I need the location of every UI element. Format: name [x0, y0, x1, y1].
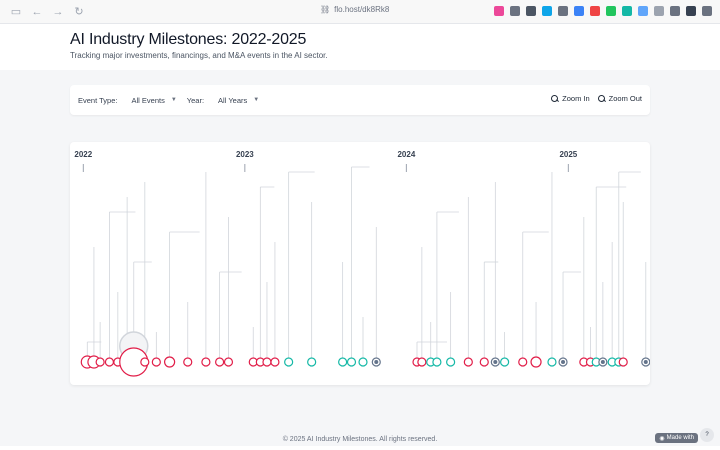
footer-copyright: © 2025 AI Industry Milestones. All right…: [282, 436, 438, 443]
zoom-out-button[interactable]: Zoom Out: [597, 94, 642, 103]
event-marker: [223, 357, 234, 367]
event-marker: [201, 357, 211, 367]
event-marker: [284, 357, 294, 367]
event-marker: [104, 357, 115, 367]
globe-icon[interactable]: [542, 6, 552, 16]
printer-icon[interactable]: [686, 6, 696, 16]
zoom-out-icon: [597, 94, 606, 103]
translate-icon[interactable]: [638, 6, 648, 16]
zoom-in-label: Zoom In: [562, 94, 590, 103]
address-bar[interactable]: ⛓ flo.host/dk8Rk8: [320, 5, 389, 14]
browser-toolbar: ▭ ← → ↻ ⛓ flo.host/dk8Rk8: [0, 0, 720, 24]
event-marker: [338, 357, 348, 367]
event-marker: [479, 357, 489, 367]
chevron-down-icon: ▼: [253, 97, 260, 103]
badge-icon: ◉: [659, 435, 665, 442]
badge-label: Made with: [666, 435, 694, 441]
year-label: Year:: [186, 95, 205, 105]
bookmark-icon[interactable]: [590, 6, 600, 16]
copy-icon[interactable]: [654, 6, 664, 16]
event-marker: [151, 357, 161, 367]
event-marker: [530, 356, 542, 368]
page-subtitle: Tracking major investments, financings, …: [70, 51, 328, 60]
page-header: AI Industry Milestones: 2022-2025 Tracki…: [0, 24, 720, 70]
zoom-in-button[interactable]: Zoom In: [551, 94, 590, 103]
moon-icon[interactable]: [526, 6, 536, 16]
event-marker-core: [493, 360, 498, 364]
year-tick-label: 2024: [397, 150, 415, 159]
event-marker: [500, 357, 510, 367]
event-marker: [346, 357, 357, 367]
event-type-value: All Events: [131, 95, 165, 105]
timeline-chart[interactable]: 2022 2023 2024 2025: [70, 142, 650, 385]
browser-nav: ▭ ← → ↻: [6, 4, 87, 20]
event-marker: [358, 357, 368, 367]
event-marker: [183, 357, 193, 367]
event-marker-core: [643, 360, 648, 364]
made-with-badge[interactable]: ◉ Made with: [655, 433, 698, 443]
year-select[interactable]: All Years ▼: [214, 94, 263, 107]
chevron-down-icon: ▼: [170, 97, 177, 103]
event-marker-core: [561, 360, 566, 364]
event-marker: [618, 357, 628, 367]
event-type-label: Event Type:: [78, 95, 118, 105]
sidebar-toggle-icon[interactable]: ▭: [10, 6, 22, 18]
event-marker: [518, 357, 528, 367]
zoom-out-label: Zoom Out: [608, 94, 642, 103]
back-icon[interactable]: ←: [31, 5, 43, 18]
event-marker: [307, 357, 317, 367]
main-content: Event Type: All Events ▼ Year: All Years…: [0, 70, 720, 446]
event-marker: [262, 357, 272, 367]
url-text: flo.host/dk8Rk8: [334, 5, 390, 14]
pocket-icon[interactable]: [494, 6, 504, 16]
extension-bar: [494, 6, 712, 16]
tag-icon[interactable]: [510, 6, 520, 16]
zoom-controls: Zoom In Zoom Out: [551, 94, 642, 103]
gear-icon[interactable]: [558, 6, 568, 16]
event-type-select[interactable]: All Events ▼: [127, 94, 180, 107]
reload-icon[interactable]: ↻: [74, 6, 84, 18]
grid-icon[interactable]: [622, 6, 632, 16]
year-value: All Years: [218, 95, 248, 105]
event-marker: [270, 357, 280, 367]
check-icon[interactable]: [606, 6, 616, 16]
event-marker: [164, 356, 176, 368]
help-icon[interactable]: ?: [700, 428, 714, 442]
camera-icon[interactable]: [670, 6, 680, 16]
event-marker: [446, 357, 456, 367]
page-title: AI Industry Milestones: 2022-2025: [70, 31, 307, 48]
zoom-in-icon: [551, 94, 559, 103]
year-tick-label: 2023: [236, 150, 254, 159]
event-marker: [463, 357, 473, 367]
event-marker-core: [600, 360, 605, 364]
sidebar-icon[interactable]: [702, 6, 712, 16]
event-marker: [140, 357, 150, 367]
event-marker: [417, 357, 427, 367]
event-marker: [547, 357, 557, 367]
year-tick-label: 2025: [559, 150, 577, 159]
forward-icon[interactable]: →: [52, 5, 64, 18]
event-marker: [432, 357, 442, 367]
year-tick-label: 2022: [74, 150, 92, 159]
event-marker-core: [374, 360, 379, 364]
filter-bar: Event Type: All Events ▼ Year: All Years…: [70, 85, 650, 115]
event-marker: [95, 357, 105, 367]
timeline-svg: 2022 2023 2024 2025: [74, 150, 650, 377]
link-icon: ⛓: [320, 5, 331, 14]
shield-icon[interactable]: [574, 6, 584, 16]
event-marker: [215, 357, 225, 367]
